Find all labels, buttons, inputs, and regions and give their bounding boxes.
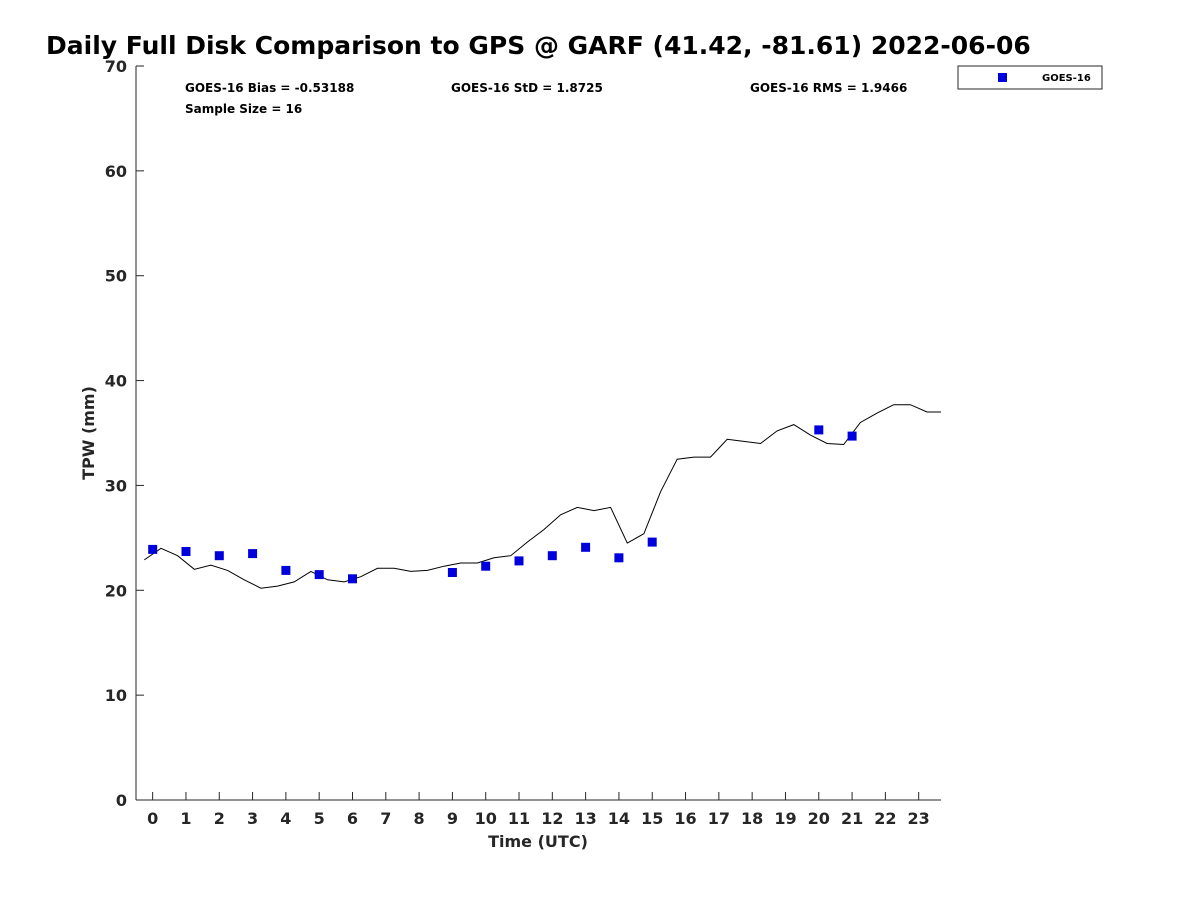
x-tick-label: 1 xyxy=(180,809,191,828)
goes16-point xyxy=(214,551,224,561)
x-tick-label: 13 xyxy=(574,809,596,828)
goes16-point xyxy=(814,425,824,435)
stat-sample-size: Sample Size = 16 xyxy=(185,102,302,116)
legend-marker xyxy=(998,73,1007,82)
goes16-point xyxy=(314,570,324,580)
y-tick-label: 30 xyxy=(105,476,127,495)
goes16-point xyxy=(148,544,158,554)
y-tick-label: 0 xyxy=(116,791,127,810)
x-ticks: 0 1 2 3 4 5 6 7 8 9 10 11 12 13 14 15 16 17 18 19 20 21 22 23 xyxy=(147,792,930,828)
stat-bias: GOES-16 Bias = -0.53188 xyxy=(185,81,354,95)
chart-title: Daily Full Disk Comparison to GPS @ GARF… xyxy=(46,31,1031,60)
x-tick-label: 4 xyxy=(280,809,291,828)
goes16-point xyxy=(581,542,591,552)
x-axis-label: Time (UTC) xyxy=(488,832,588,851)
y-axis-label: TPW (mm) xyxy=(79,386,98,480)
x-tick-label: 15 xyxy=(641,809,663,828)
goes16-point xyxy=(547,551,557,561)
legend-box xyxy=(957,65,1103,90)
goes16-point xyxy=(614,553,624,563)
goes16-point xyxy=(847,431,857,441)
x-tick-label: 21 xyxy=(841,809,863,828)
y-tick-label: 50 xyxy=(105,267,127,286)
x-tick-label: 22 xyxy=(874,809,896,828)
x-tick-label: 18 xyxy=(741,809,763,828)
y-tick-label: 20 xyxy=(105,581,127,600)
goes16-point xyxy=(348,574,357,584)
legend: GOES-16 xyxy=(957,65,1103,90)
goes16-point xyxy=(481,561,491,571)
x-tick-label: 6 xyxy=(347,809,358,828)
x-tick-label: 0 xyxy=(147,809,158,828)
stat-std: GOES-16 StD = 1.8725 xyxy=(451,81,603,95)
y-tick-label: 70 xyxy=(105,57,127,76)
x-tick-label: 3 xyxy=(247,809,258,828)
x-tick-label: 16 xyxy=(674,809,696,828)
x-tick-label: 19 xyxy=(774,809,796,828)
x-tick-label: 12 xyxy=(541,809,563,828)
x-tick-label: 11 xyxy=(508,809,530,828)
series-layer xyxy=(144,404,941,589)
x-tick-label: 8 xyxy=(414,809,425,828)
x-tick-label: 2 xyxy=(214,809,225,828)
goes16-point xyxy=(514,556,524,566)
x-tick-label: 5 xyxy=(314,809,325,828)
y-ticks: 0 10 20 30 40 50 60 70 xyxy=(105,57,144,810)
legend-label-goes16: GOES-16 xyxy=(1042,73,1091,84)
stat-rms: GOES-16 RMS = 1.9466 xyxy=(750,81,907,95)
goes16-point xyxy=(647,537,657,547)
plot-area xyxy=(135,66,941,801)
x-tick-label: 7 xyxy=(380,809,391,828)
y-tick-label: 10 xyxy=(105,686,127,705)
gps-tpw-line xyxy=(144,404,941,589)
goes16-point xyxy=(181,547,191,556)
stats-box: GOES-16 Bias = -0.53188 GOES-16 StD = 1.… xyxy=(185,81,907,116)
goes16-point xyxy=(281,565,291,575)
goes16-point xyxy=(447,568,457,577)
x-tick-label: 10 xyxy=(475,809,497,828)
x-tick-label: 9 xyxy=(447,809,458,828)
goes16-point xyxy=(248,549,258,559)
x-tick-label: 17 xyxy=(708,809,730,828)
y-tick-label: 40 xyxy=(105,372,127,391)
x-tick-label: 14 xyxy=(608,809,630,828)
x-tick-label: 23 xyxy=(908,809,930,828)
y-tick-label: 60 xyxy=(105,162,127,181)
x-tick-label: 20 xyxy=(808,809,830,828)
